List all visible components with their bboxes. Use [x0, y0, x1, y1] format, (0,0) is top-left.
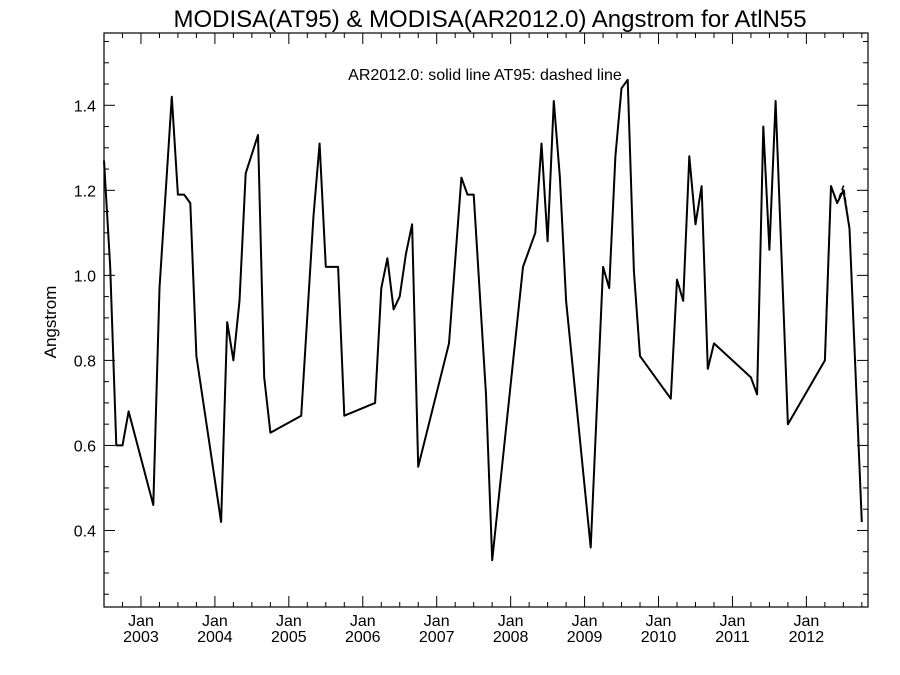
x-tick-year-label: 2011: [715, 629, 750, 646]
x-tick-month-label: Jan: [793, 613, 819, 630]
x-tick-year-label: 2004: [197, 629, 233, 646]
y-tick-label: 1.0: [74, 268, 96, 285]
x-tick-year-label: 2003: [123, 629, 159, 646]
series-line-at95: [787, 185, 851, 425]
x-tick-month-label: Jan: [128, 613, 154, 630]
x-tick-month-label: Jan: [720, 613, 746, 630]
y-tick-label: 1.4: [74, 98, 96, 115]
x-tick-year-label: 2012: [789, 629, 825, 646]
series-group: [103, 78, 863, 562]
y-tick-label: 0.6: [74, 438, 96, 455]
axes: 0.40.60.81.01.21.4Jan2003Jan2004Jan2005J…: [74, 33, 868, 646]
x-tick-month-label: Jan: [276, 613, 302, 630]
x-tick-month-label: Jan: [498, 613, 524, 630]
line-style-annotation: AR2012.0: solid line AT95: dashed line: [348, 67, 622, 84]
x-tick-year-label: 2010: [641, 629, 677, 646]
series-line-ar2012-0: [103, 78, 863, 562]
x-tick-year-label: 2008: [493, 629, 529, 646]
x-tick-year-label: 2007: [419, 629, 455, 646]
x-tick-month-label: Jan: [424, 613, 450, 630]
x-tick-month-label: Jan: [202, 613, 228, 630]
y-tick-label: 0.4: [74, 523, 96, 540]
y-tick-label: 0.8: [74, 353, 96, 370]
x-tick-year-label: 2009: [567, 629, 603, 646]
x-tick-month-label: Jan: [350, 613, 376, 630]
x-tick-year-label: 2006: [345, 629, 381, 646]
x-tick-year-label: 2005: [271, 629, 307, 646]
plot-frame: [103, 32, 869, 608]
x-tick-month-label: Jan: [646, 613, 672, 630]
y-axis-label: Angstrom: [41, 286, 60, 359]
y-tick-label: 1.2: [74, 183, 96, 200]
x-tick-month-label: Jan: [572, 613, 598, 630]
chart-title: MODISA(AT95) & MODISA(AR2012.0) Angstrom…: [173, 6, 806, 33]
